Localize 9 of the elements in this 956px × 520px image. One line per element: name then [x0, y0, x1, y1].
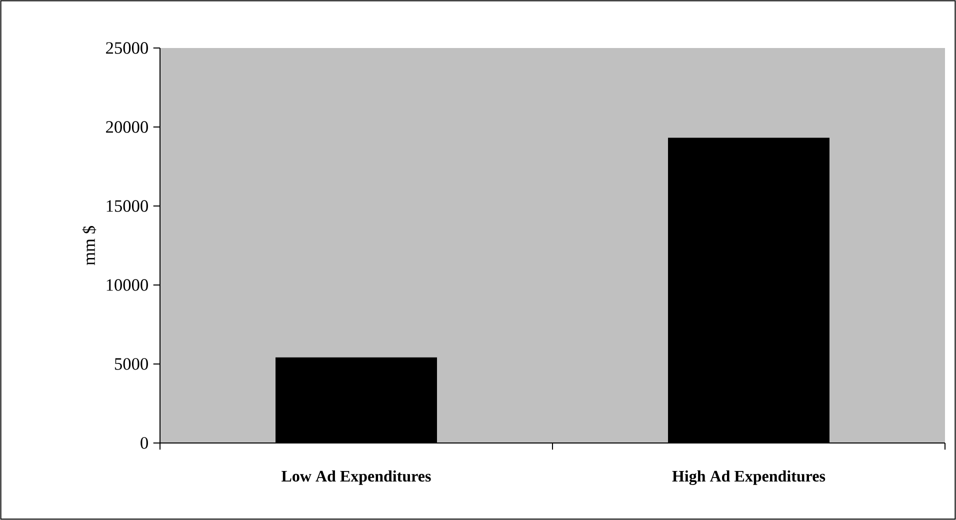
y-tick-label: 0	[140, 437, 148, 449]
y-tick-label: 15000	[106, 200, 148, 212]
y-tick-label: 10000	[106, 279, 148, 291]
y-tick-label: 5000	[114, 358, 148, 370]
x-tick-label: High Ad Expenditures	[672, 470, 826, 485]
y-axis-title: mm $	[82, 226, 96, 266]
y-tick-label: 25000	[106, 42, 148, 54]
x-tick-label: Low Ad Expenditures	[282, 470, 431, 485]
y-tick-label: 20000	[106, 121, 148, 133]
